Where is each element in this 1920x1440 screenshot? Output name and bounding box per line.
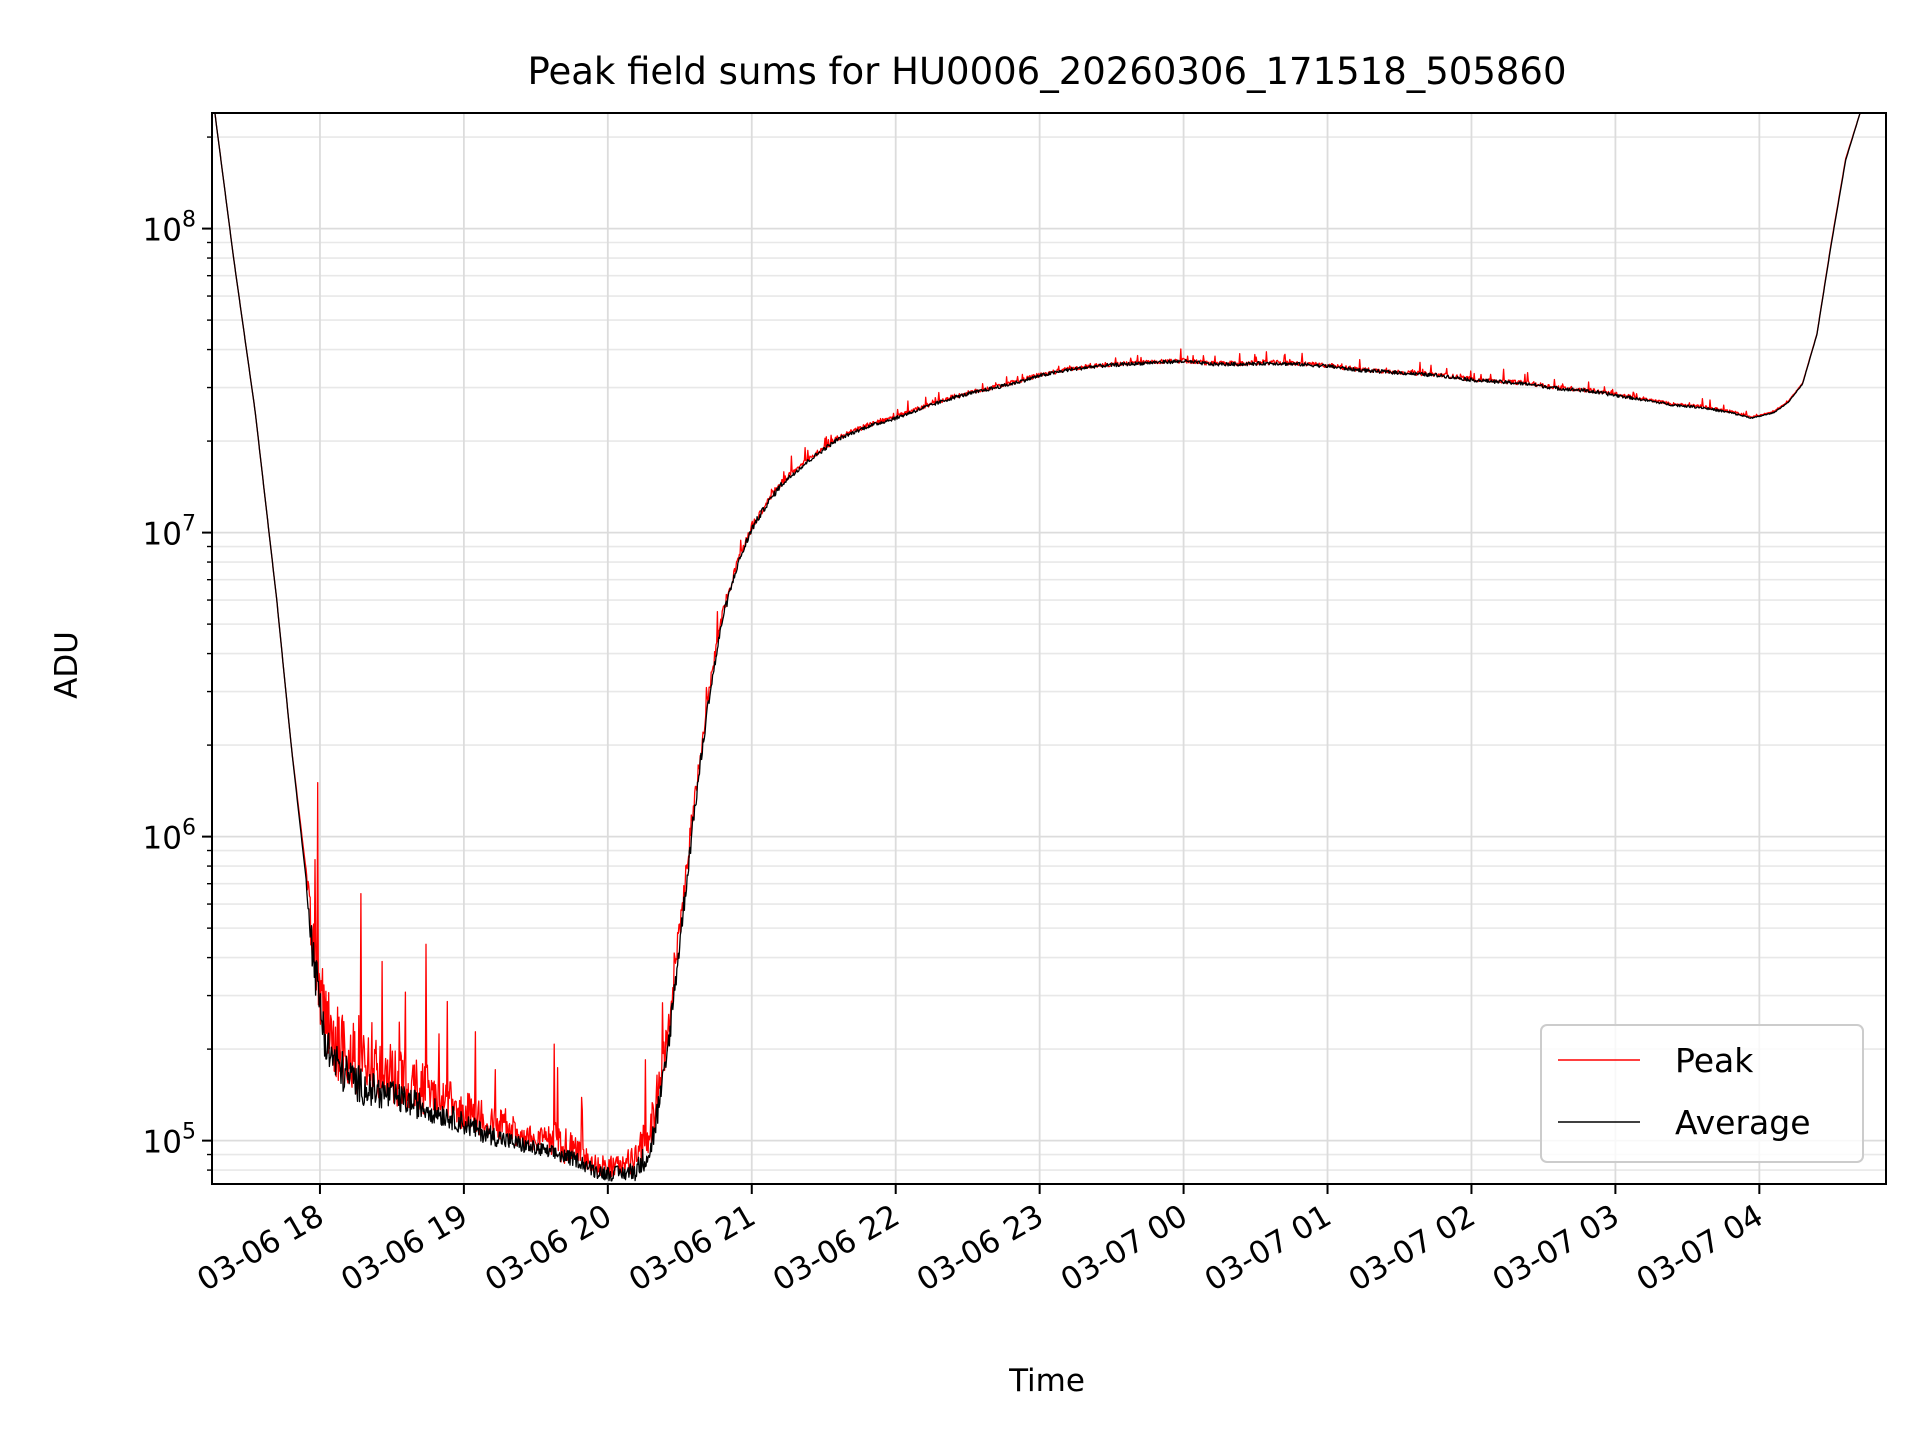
chart-title: Peak field sums for HU0006_20260306_1715… xyxy=(527,50,1566,93)
y-tick-label: 106 xyxy=(143,816,196,857)
legend: Peak Average xyxy=(1540,1024,1864,1163)
y-tick-label: 105 xyxy=(143,1120,196,1161)
plot-frame xyxy=(211,112,1887,1185)
minor-gridlines xyxy=(212,136,1886,1171)
legend-peak-label: Peak xyxy=(1675,1041,1754,1080)
legend-average-label: Average xyxy=(1675,1103,1811,1142)
series-layer xyxy=(214,113,1861,1182)
y-axis-label: ADU xyxy=(49,631,85,699)
y-tick-label: 108 xyxy=(143,208,196,249)
y-axis-ticks: 105 106 107 108 xyxy=(143,136,212,1171)
y-tick-label: 107 xyxy=(143,512,196,553)
x-axis-label: Time xyxy=(1008,1363,1085,1399)
series-line-average xyxy=(214,113,1861,1182)
